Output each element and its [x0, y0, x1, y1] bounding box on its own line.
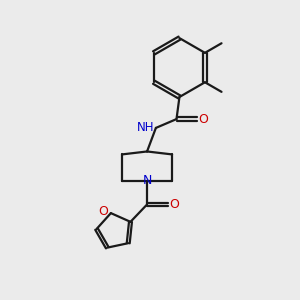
Text: N: N [142, 174, 152, 188]
Text: O: O [99, 205, 108, 218]
Text: O: O [169, 198, 179, 211]
Text: O: O [199, 112, 208, 126]
Text: NH: NH [137, 122, 154, 134]
